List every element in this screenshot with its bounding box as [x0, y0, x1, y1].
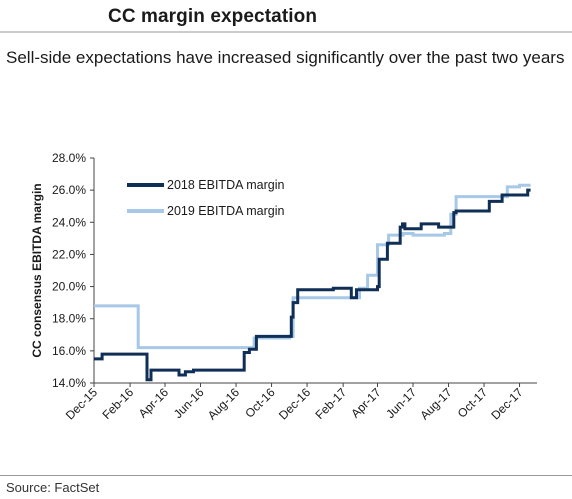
x-tick-label: Jun-17: [383, 385, 419, 421]
x-tick-label: Apr-16: [136, 385, 172, 421]
x-tick-label: Jun-16: [171, 385, 207, 421]
y-tick-label: 22.0%: [52, 247, 86, 261]
y-tick-label: 26.0%: [52, 183, 86, 197]
y-tick-label: 16.0%: [52, 344, 86, 358]
x-tick-label: Feb-17: [312, 385, 349, 422]
legend-label-2018: 2018 EBITDA margin: [167, 178, 284, 192]
x-tick-label: Aug-17: [417, 385, 454, 422]
x-tick-label: Oct-16: [242, 385, 278, 421]
x-tick-label: Oct-17: [455, 385, 491, 421]
y-tick-label: 20.0%: [52, 280, 86, 294]
y-tick-label: 28.0%: [52, 151, 86, 165]
x-tick-label: Aug-16: [205, 385, 242, 422]
x-tick-label: Dec-16: [276, 385, 313, 422]
y-tick-label: 18.0%: [52, 312, 86, 326]
y-axis-label: CC consensus EBITDA margin: [30, 183, 44, 357]
series-2019-line: [94, 183, 531, 350]
source-note: Source: FactSet: [6, 480, 100, 495]
margin-line-chart: 14.0% 16.0% 18.0% 20.0% 22.0% 24.0% 26.0% 28.0%…: [0, 31, 572, 422]
legend-label-2019: 2019 EBITDA margin: [167, 204, 284, 218]
x-tick-label: Dec-15: [63, 385, 100, 422]
y-tick-label: 24.0%: [52, 215, 86, 229]
x-tick-label: Feb-16: [99, 385, 136, 422]
chart-title: CC margin expectation: [108, 6, 318, 27]
x-tick-label: Dec-17: [488, 385, 525, 422]
series-2018-line: [94, 188, 531, 382]
chart-subtitle: Sell-side expectations have increased si…: [6, 48, 565, 67]
footer-divider: [0, 475, 572, 476]
x-tick-label: Apr-17: [348, 385, 384, 421]
y-tick-label: 14.0%: [52, 376, 86, 390]
